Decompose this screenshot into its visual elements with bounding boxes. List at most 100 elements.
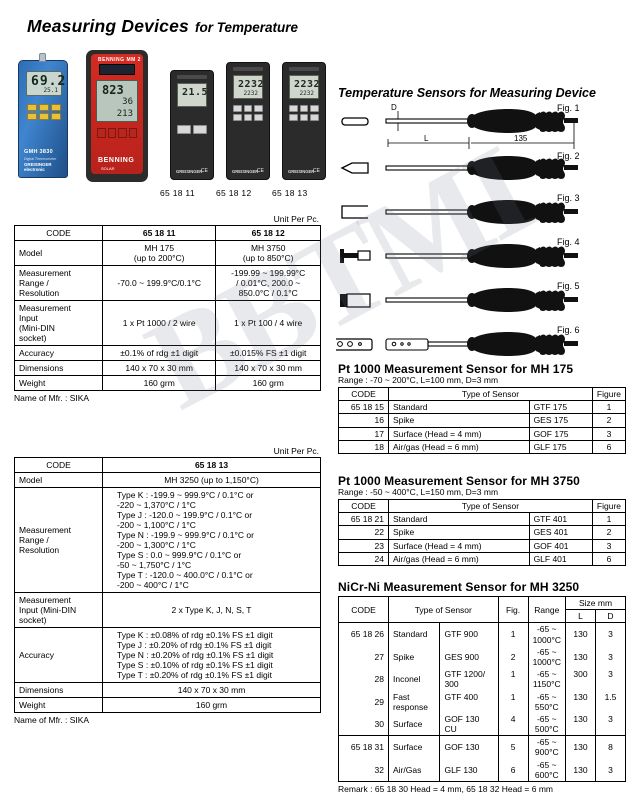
header-65-18-13: 65 18 13 <box>102 456 321 474</box>
row-figure: 1 <box>591 512 627 527</box>
row-model: GOF 130 CU <box>439 712 499 737</box>
table-row: 16 Spike GES 175 2 <box>338 413 627 428</box>
row-size-l: 130 <box>565 758 596 782</box>
benning-lcd-display: 823 36 213 <box>96 80 138 122</box>
row-figure: 1 <box>591 400 627 415</box>
row-size-d: 3 <box>595 622 626 646</box>
row-code: 29 <box>338 690 389 713</box>
row-type: Standard <box>388 512 530 527</box>
row-code: 27 <box>338 645 389 669</box>
dim-d-label: D <box>391 103 397 112</box>
benning-face: BENNING MM 2 823 36 213 BENNING SOLAR <box>91 54 143 174</box>
row-type: Air/gas (Head = 6 mm) <box>388 439 530 454</box>
table-row: Weight 160 grm 160 grm <box>14 375 321 392</box>
gmh-keypad <box>27 104 61 120</box>
row-type: Air/Gas <box>387 758 441 782</box>
device-mh3750: 2232 2232 GREISINGER CE <box>226 62 270 180</box>
row-code: 30 <box>338 712 389 737</box>
header-figure: Figure <box>591 386 627 402</box>
row-value-1: ±0.1% of rdg ±1 digit <box>101 345 217 362</box>
header-size-d: D <box>595 609 626 624</box>
table-header-row: CODE Type of Sensor Figure <box>338 498 627 514</box>
key <box>193 125 207 134</box>
row-label: Weight <box>14 375 103 392</box>
table-header-row: CODE Type of Sensor Figure <box>338 386 627 402</box>
row-size-d: 3 <box>595 758 626 782</box>
row-code: 17 <box>338 426 389 441</box>
benning-display-second: 36 <box>122 97 133 107</box>
key <box>51 104 61 111</box>
row-type: Air/gas (Head = 6 mm) <box>388 551 530 566</box>
header-type-of-sensor: Type of Sensor <box>388 498 593 514</box>
key <box>128 128 137 138</box>
row-value-2: MH 3750 (up to 850°C) <box>215 240 321 267</box>
device-code-65-18-12: 65 18 12 <box>216 188 252 198</box>
table-row: Measurement Range / Resolution -70.0 ~ 1… <box>14 265 321 302</box>
row-model: GOF 130 <box>439 735 499 759</box>
spec-table-2: CODE 65 18 13 Model MH 3250 (up to 1,150… <box>14 456 321 714</box>
sensors-section-title: Temperature Sensors for Measuring Device <box>338 86 596 100</box>
figure-label-2: Fig. 2 <box>557 151 580 161</box>
key <box>254 105 263 112</box>
row-size-d: 8 <box>595 735 626 759</box>
row-code: 28 <box>338 668 389 691</box>
header-type-of-sensor: Type of Sensor <box>388 386 593 402</box>
key <box>310 114 319 121</box>
row-range: -65 ~ 1150°C <box>527 668 567 691</box>
key <box>254 114 263 121</box>
sensor-diagram-svg: D L 135 <box>329 103 578 356</box>
table-row: 65 18 15 Standard GTF 175 1 <box>338 400 627 415</box>
row-figure: 3 <box>591 426 627 441</box>
key <box>97 128 106 138</box>
device-header-strip <box>289 67 319 71</box>
row-code: 65 18 21 <box>338 512 389 527</box>
spec-table-1-wrapper: Unit Per Pc. CODE 65 18 11 65 18 12 Mode… <box>14 214 321 403</box>
left-column: 69.2 25.1 GMH 3830 Digital Thermometer G… <box>14 50 326 725</box>
mh3250-keypad <box>289 105 319 121</box>
row-size-l: 130 <box>565 622 596 646</box>
row-fig: 1 <box>497 668 529 691</box>
header-range: Range <box>527 595 567 624</box>
row-size-l: 130 <box>565 712 596 737</box>
row-model: GTF 900 <box>439 622 499 646</box>
mh3750-display-value: 2232 <box>238 79 265 90</box>
table-row: 65 18 26 Standard GTF 900 1 -65 ~ 1000°C… <box>338 622 626 646</box>
row-figure: 2 <box>591 413 627 428</box>
table-row: 29 Fast response GTF 400 1 -65 ~ 550°C 1… <box>338 690 626 713</box>
mh175-brand: GREISINGER <box>176 169 203 174</box>
row-model: GLF 175 <box>528 439 593 454</box>
key <box>310 105 319 112</box>
pt1000-mh3750-title: Pt 1000 Measurement Sensor for MH 3750 <box>338 474 580 488</box>
gmh-brand-sub: Digital Thermometer <box>24 157 57 161</box>
header-size-mm: Size mm <box>565 595 626 611</box>
row-type: Spike <box>387 645 441 669</box>
benning-keypad <box>97 128 137 138</box>
benning-logo-sub: SOLAR <box>101 166 115 171</box>
row-label: Accuracy <box>14 627 103 684</box>
figure-label-3: Fig. 3 <box>557 193 580 203</box>
pt1000-mh175-title: Pt 1000 Measurement Sensor for MH 175 <box>338 362 574 376</box>
row-value: 160 grm <box>102 697 321 714</box>
row-code: 32 <box>338 758 389 782</box>
right-column: Temperature Sensors for Measuring Device <box>329 0 627 809</box>
figure-1-probe: D L 135 <box>341 103 578 149</box>
key <box>118 128 127 138</box>
key <box>233 114 242 121</box>
row-type: Standard <box>387 622 441 646</box>
table-row: 24 Air/gas (Head = 6 mm) GLF 401 6 <box>338 551 627 566</box>
row-model: GTF 175 <box>528 400 593 415</box>
row-type: Surface <box>387 712 441 737</box>
row-type: Surface <box>387 735 441 759</box>
row-size-d: 3 <box>595 645 626 669</box>
key <box>39 113 49 120</box>
row-label: Measurement Input (Mini-DIN socket) <box>14 300 103 347</box>
row-value-2: ±0.015% FS ±1 digit <box>215 345 321 362</box>
mh3750-display-secondary: 2232 <box>243 90 258 97</box>
unit-note-1: Unit Per Pc. <box>273 214 319 224</box>
spec-table-1: CODE 65 18 11 65 18 12 Model MH 175 (up … <box>14 224 321 392</box>
row-value: MH 3250 (up to 1,150°C) <box>102 472 321 489</box>
spec-table-2-wrapper: Unit Per Pc. CODE 65 18 13 Model MH 3250… <box>14 446 321 725</box>
key <box>299 105 309 112</box>
row-value-1: 1 x Pt 1000 / 2 wire <box>101 300 217 347</box>
ce-mark-icon: CE <box>313 168 320 174</box>
